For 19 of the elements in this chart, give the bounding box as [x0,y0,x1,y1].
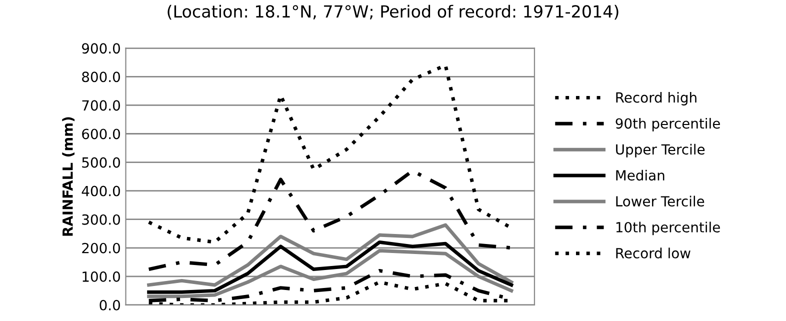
legend-label: Lower Tercile [616,196,704,207]
y-axis-title: RAINFALL (mm) [62,117,75,236]
legend-label: 10th percentile [616,222,720,236]
y-tick-label: 400.0 [82,186,120,196]
y-tick-label: 200.0 [82,242,120,254]
y-tick-label: 300.0 [82,214,120,225]
y-tick-label: 900.0 [82,43,120,54]
chart-title: (Location: 18.1°N, 77°W; Period of record: 1971-2014) [168,4,618,20]
y-tick-label: 500.0 [82,157,120,168]
legend-label: 90th percentile [616,118,720,132]
legend-label: Median [616,170,664,181]
y-tick-label: 800.0 [82,72,120,82]
legend-label: Record low [616,248,690,258]
legend-label: Upper Tercile [616,144,705,158]
y-tick-label: 0.0 [100,300,120,310]
y-tick-label: 700.0 [82,100,120,111]
y-tick-label: 100.0 [82,271,120,282]
y-tick-label: 600.0 [82,128,120,140]
legend-label: Record high [616,92,696,106]
